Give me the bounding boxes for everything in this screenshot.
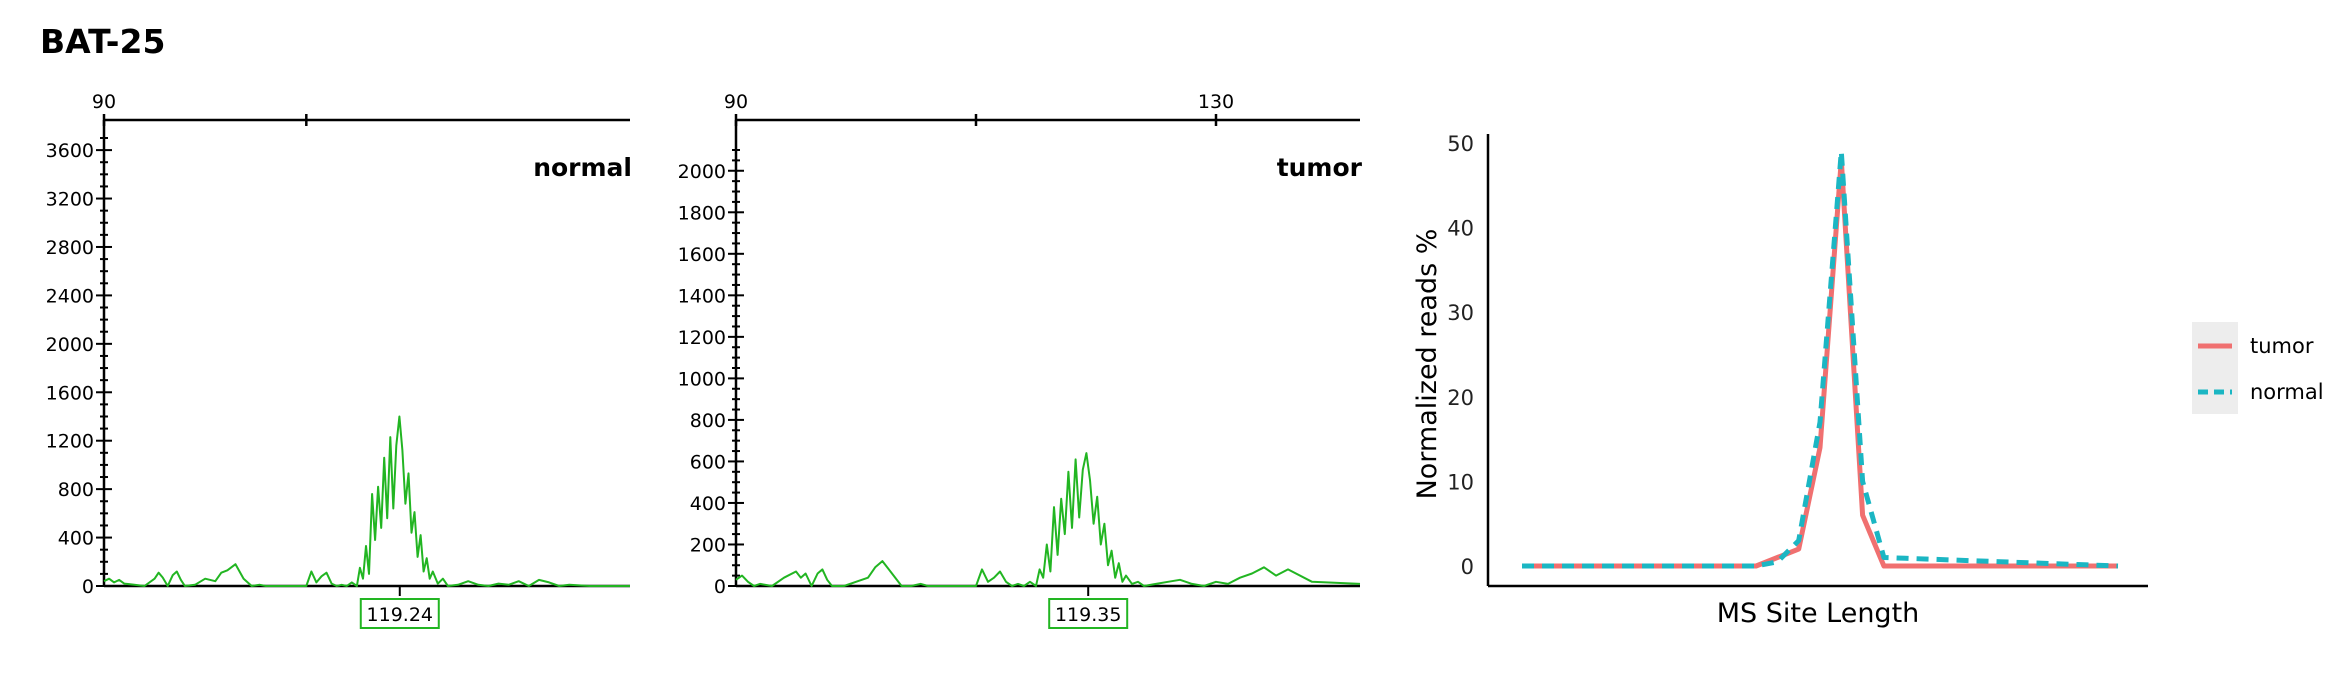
top-axis-label: 90 (724, 91, 748, 113)
sample-label: tumor (1277, 153, 1363, 182)
y-tick-label: 20 (1447, 386, 1474, 410)
y-tick-label: 3200 (46, 189, 94, 211)
peak-call-box (359, 598, 440, 629)
legend-key-background (2192, 322, 2238, 414)
peak-call-label: 119.35 (1055, 604, 1121, 626)
y-tick-label: 0 (1461, 555, 1474, 579)
normal-electropherogram: 90 0 400 800 1200 1600 2000 2400 2800 3200 3600 nor… (46, 91, 632, 629)
y-tick-label: 10 (1447, 470, 1474, 494)
y-tick-label: 600 (690, 451, 726, 473)
trace-line (103, 415, 630, 587)
y-axis-title: Normalized reads % (1412, 229, 1443, 500)
legend-label-normal: normal (2250, 380, 2324, 404)
figure-title: BAT-25 (40, 22, 166, 61)
y-tick-label: 2800 (46, 237, 94, 259)
y-tick-label: 400 (690, 493, 726, 515)
y-tick-label: 200 (690, 534, 726, 556)
y-tick-label: 1600 (46, 382, 94, 404)
y-tick-label: 40 (1447, 217, 1474, 241)
y-tick-label: 2000 (678, 161, 726, 183)
y-tick-label: 800 (690, 410, 726, 432)
peak-call-label: 119.24 (367, 604, 433, 626)
x-axis-title: MS Site Length (1717, 598, 1920, 629)
sample-label: normal (533, 153, 632, 182)
y-tick-label: 30 (1447, 301, 1474, 325)
y-tick-label: 2000 (46, 334, 94, 356)
tumor-electropherogram: 90 130 0 200 400 600 800 1000 1200 1400 1600 1800 20… (678, 91, 1363, 629)
series-line-tumor (1522, 157, 2118, 569)
top-axis-label: 90 (92, 91, 116, 113)
y-tick-label: 2400 (46, 285, 94, 307)
trace-line (735, 452, 1361, 587)
series-line-normal (1522, 149, 2119, 569)
peak-call-box (1048, 598, 1129, 629)
y-tick-label: 1600 (678, 244, 726, 266)
y-tick-label: 800 (58, 479, 94, 501)
top-axis-label: 130 (1198, 91, 1234, 113)
y-tick-label: 0 (714, 576, 726, 598)
y-tick-label: 0 (82, 576, 94, 598)
legend-label-tumor: tumor (2250, 334, 2314, 358)
y-tick-label: 400 (58, 528, 94, 550)
y-tick-label: 1800 (678, 202, 726, 224)
y-tick-label: 50 (1447, 132, 1474, 156)
y-tick-label: 1000 (678, 368, 726, 390)
y-tick-label: 1200 (678, 327, 726, 349)
y-tick-label: 3600 (46, 140, 94, 162)
y-tick-label: 1400 (678, 285, 726, 307)
y-tick-label: 1200 (46, 431, 94, 453)
